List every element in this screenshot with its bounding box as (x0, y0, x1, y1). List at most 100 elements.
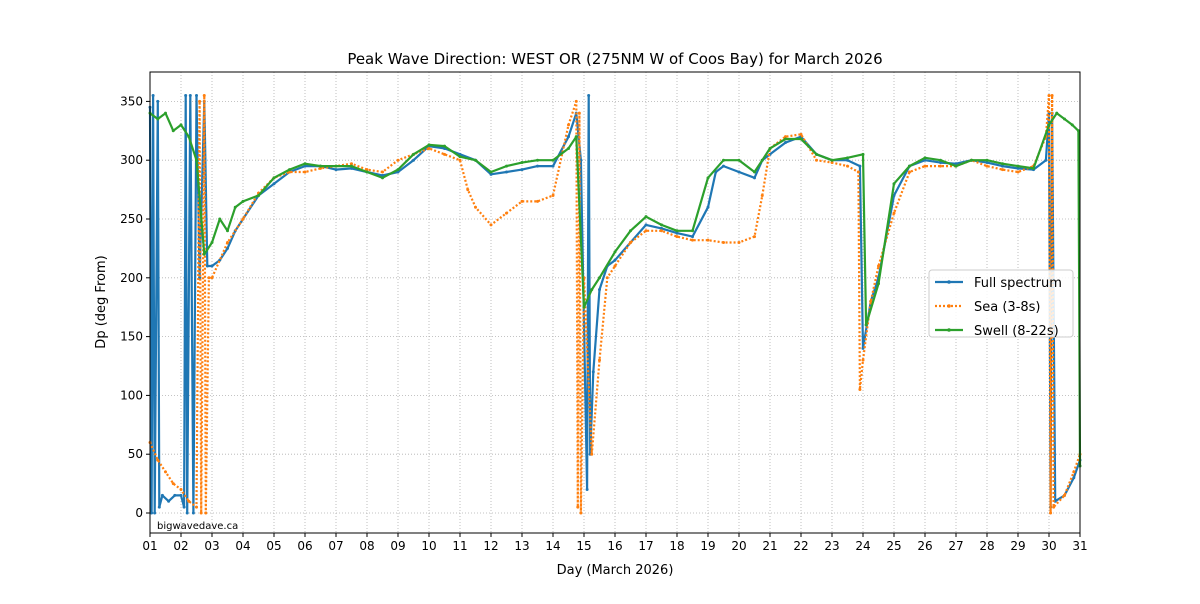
data-point (846, 164, 849, 168)
data-point (157, 505, 161, 509)
series-group (148, 94, 1082, 515)
x-tick-label: 21 (762, 539, 777, 553)
data-point (179, 123, 183, 127)
y-axis: 0 50 100 150 200 250 300 350 (120, 94, 150, 520)
data-point (877, 264, 880, 268)
data-point (768, 146, 772, 150)
data-point (660, 226, 663, 230)
y-axis-label: Dp (deg From) (94, 255, 109, 348)
data-point (520, 161, 524, 165)
data-point (202, 94, 206, 98)
data-point (195, 158, 198, 162)
data-point (1076, 129, 1080, 133)
data-point (179, 487, 183, 491)
data-point (427, 146, 431, 150)
data-point (505, 164, 508, 168)
x-tick-label: 09 (390, 539, 405, 553)
data-point (598, 288, 601, 292)
data-point (226, 246, 229, 250)
data-point (288, 168, 291, 172)
data-point (737, 158, 741, 162)
x-axis-label: Day (March 2026) (557, 563, 674, 578)
x-tick-label: 06 (297, 539, 312, 553)
data-point (474, 205, 477, 209)
data-point (1001, 162, 1004, 166)
data-point (629, 229, 632, 233)
data-point (536, 199, 539, 203)
data-point (590, 452, 594, 456)
data-point (303, 162, 307, 166)
x-tick-label: 14 (545, 539, 560, 553)
data-point (579, 511, 583, 515)
data-point (939, 161, 942, 165)
data-point (350, 162, 353, 166)
data-point (551, 193, 555, 197)
data-point (737, 241, 741, 245)
data-point (577, 111, 581, 115)
y-tick-label: 200 (120, 271, 143, 285)
data-point (598, 358, 601, 362)
data-point (1016, 166, 1020, 170)
data-point (156, 458, 160, 462)
data-point (365, 170, 369, 174)
data-point (191, 511, 195, 515)
y-tick-label: 50 (128, 447, 143, 461)
data-point (188, 94, 192, 98)
data-point (1044, 158, 1048, 162)
x-tick-label: 11 (452, 539, 467, 553)
data-point (582, 305, 586, 309)
data-point (675, 231, 679, 235)
data-point (171, 129, 175, 133)
data-point (1055, 111, 1059, 115)
data-point (179, 493, 183, 497)
data-point (204, 511, 208, 515)
data-point (412, 152, 415, 156)
x-tick-label: 08 (359, 539, 374, 553)
data-point (784, 137, 787, 141)
data-point (722, 164, 725, 168)
x-tick-label: 13 (514, 539, 529, 553)
data-point (753, 170, 756, 174)
data-point (784, 135, 787, 139)
data-point (187, 499, 191, 503)
x-tick-label: 19 (700, 539, 715, 553)
data-point (319, 164, 322, 168)
data-point (861, 358, 865, 362)
legend-marker (947, 328, 951, 332)
data-point (877, 282, 880, 286)
data-point (892, 211, 896, 215)
data-point (350, 166, 353, 170)
data-point (591, 370, 595, 374)
data-point (706, 205, 710, 209)
data-point (830, 161, 834, 165)
legend-label: Swell (8-22s) (974, 324, 1059, 339)
data-point (587, 94, 591, 98)
legend-marker (947, 280, 951, 284)
data-point (536, 158, 539, 162)
data-point (644, 223, 648, 227)
data-point (846, 158, 849, 162)
data-point (830, 158, 834, 162)
data-point (675, 235, 679, 239)
data-point (173, 493, 177, 497)
data-point (737, 170, 741, 174)
data-point (303, 164, 307, 168)
data-point (164, 470, 167, 474)
data-point (241, 199, 245, 203)
series-line-swell (149, 112, 1082, 467)
x-tick-label: 25 (886, 539, 901, 553)
x-tick-label: 02 (173, 539, 188, 553)
data-point (427, 143, 431, 147)
data-point (202, 252, 206, 256)
data-point (585, 487, 589, 491)
data-point (1047, 94, 1051, 98)
data-point (784, 141, 787, 145)
data-point (458, 155, 462, 159)
legend-marker (947, 304, 951, 308)
data-point (210, 264, 214, 268)
data-point (156, 117, 160, 121)
data-point (1050, 94, 1054, 98)
data-point (160, 493, 164, 497)
data-point (1072, 476, 1076, 480)
chart-title: Peak Wave Direction: WEST OR (275NM W of… (347, 50, 882, 68)
